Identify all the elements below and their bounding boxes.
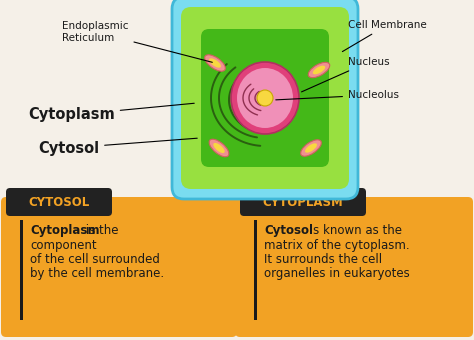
Text: component: component (30, 238, 97, 252)
Text: It surrounds the cell: It surrounds the cell (264, 253, 382, 266)
FancyBboxPatch shape (1, 197, 237, 337)
FancyBboxPatch shape (6, 188, 112, 216)
Ellipse shape (213, 143, 225, 153)
Bar (254, 220, 257, 320)
Ellipse shape (305, 143, 317, 153)
FancyBboxPatch shape (172, 0, 358, 199)
Ellipse shape (237, 68, 293, 128)
Text: Cytoplasm: Cytoplasm (28, 103, 194, 122)
Text: Nucleus: Nucleus (301, 57, 390, 92)
FancyBboxPatch shape (235, 197, 473, 337)
Text: Cytosol: Cytosol (264, 224, 313, 237)
Ellipse shape (231, 62, 299, 134)
Text: Cytoplasm: Cytoplasm (30, 224, 100, 237)
Text: of the cell surrounded: of the cell surrounded (30, 253, 160, 266)
Ellipse shape (209, 58, 221, 68)
Text: CYTOSOL: CYTOSOL (28, 195, 90, 208)
Text: organelles in eukaryotes: organelles in eukaryotes (264, 268, 410, 280)
Text: Endoplasmic
Reticulum: Endoplasmic Reticulum (62, 21, 212, 62)
Text: is the: is the (82, 224, 118, 237)
FancyBboxPatch shape (181, 7, 349, 189)
Ellipse shape (301, 140, 321, 156)
Text: Nucleolus: Nucleolus (276, 90, 399, 100)
Ellipse shape (209, 139, 229, 157)
Text: matrix of the cytoplasm.: matrix of the cytoplasm. (264, 238, 410, 252)
FancyBboxPatch shape (240, 188, 366, 216)
FancyBboxPatch shape (201, 29, 329, 167)
Ellipse shape (313, 66, 325, 74)
Text: Cell Membrane: Cell Membrane (342, 20, 427, 52)
Ellipse shape (257, 90, 273, 106)
Text: is known as the: is known as the (306, 224, 402, 237)
Bar (20, 220, 24, 320)
Text: CYTOPLASM: CYTOPLASM (263, 195, 343, 208)
Text: by the cell membrane.: by the cell membrane. (30, 268, 164, 280)
Text: Cytosol: Cytosol (38, 138, 197, 155)
Ellipse shape (308, 62, 330, 78)
Ellipse shape (205, 55, 225, 71)
